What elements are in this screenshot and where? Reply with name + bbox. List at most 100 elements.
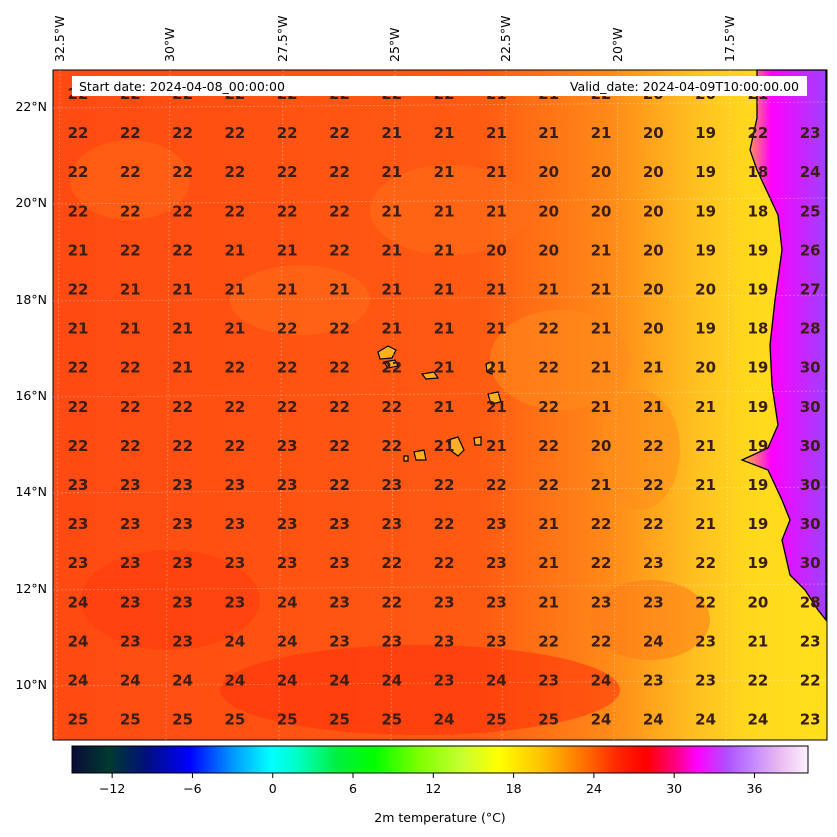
station-value: 21 bbox=[120, 281, 141, 299]
station-value: 19 bbox=[695, 163, 716, 181]
station-value: 21 bbox=[381, 163, 402, 181]
station-value: 22 bbox=[695, 554, 716, 572]
station-value: 21 bbox=[434, 124, 455, 142]
station-value: 28 bbox=[800, 593, 821, 611]
station-value: 21 bbox=[486, 281, 507, 299]
station-value: 22 bbox=[329, 241, 350, 259]
station-value: 22 bbox=[747, 672, 768, 690]
station-value: 22 bbox=[538, 320, 559, 338]
station-value: 30 bbox=[800, 515, 821, 533]
station-value: 22 bbox=[120, 437, 141, 455]
station-value: 23 bbox=[381, 476, 402, 494]
station-value: 23 bbox=[120, 632, 141, 650]
station-value: 24 bbox=[747, 711, 768, 729]
longitude-label: 27.5°W bbox=[275, 16, 290, 62]
station-value: 30 bbox=[800, 359, 821, 377]
station-value: 21 bbox=[172, 359, 193, 377]
station-value: 20 bbox=[643, 241, 664, 259]
station-value: 23 bbox=[68, 515, 89, 533]
station-value: 21 bbox=[695, 476, 716, 494]
station-value: 23 bbox=[120, 515, 141, 533]
longitude-label: 25°W bbox=[387, 27, 402, 62]
station-value: 24 bbox=[434, 711, 455, 729]
station-value: 23 bbox=[120, 554, 141, 572]
station-value: 19 bbox=[747, 398, 768, 416]
station-value: 21 bbox=[172, 320, 193, 338]
station-value: 24 bbox=[591, 711, 612, 729]
colorbar bbox=[71, 745, 809, 774]
station-value: 23 bbox=[329, 632, 350, 650]
longitude-label: 17.5°W bbox=[722, 16, 737, 62]
station-value: 23 bbox=[434, 632, 455, 650]
station-value: 25 bbox=[68, 711, 89, 729]
station-value: 21 bbox=[591, 281, 612, 299]
station-value: 24 bbox=[329, 672, 350, 690]
station-value: 18 bbox=[747, 202, 768, 220]
station-value: 22 bbox=[486, 476, 507, 494]
station-value: 24 bbox=[643, 632, 664, 650]
cape-verde-islands bbox=[377, 345, 502, 462]
colorbar-ticks: −12 −6 0 6 12 18 24 30 36 bbox=[99, 773, 762, 796]
station-value: 23 bbox=[486, 515, 507, 533]
station-value: 23 bbox=[538, 672, 559, 690]
station-value: 23 bbox=[381, 632, 402, 650]
station-value: 23 bbox=[486, 593, 507, 611]
station-value: 21 bbox=[381, 124, 402, 142]
station-value: 22 bbox=[172, 163, 193, 181]
colorbar-label: 2m temperature (°C) bbox=[374, 810, 505, 825]
station-value: 25 bbox=[329, 711, 350, 729]
station-values: 22 22 22 22 22 22 22 22 21 21 22 20 20 21 22 22 22 22 22 22… bbox=[68, 85, 821, 729]
station-value: 24 bbox=[695, 711, 716, 729]
station-value: 23 bbox=[224, 476, 245, 494]
station-value: 25 bbox=[224, 711, 245, 729]
station-value: 24 bbox=[68, 593, 89, 611]
station-value: 22 bbox=[329, 359, 350, 377]
station-value: 24 bbox=[643, 711, 664, 729]
station-value: 22 bbox=[224, 437, 245, 455]
station-value: 23 bbox=[172, 632, 193, 650]
station-value: 22 bbox=[591, 554, 612, 572]
station-value: 19 bbox=[747, 281, 768, 299]
station-value: 23 bbox=[329, 515, 350, 533]
station-value: 30 bbox=[800, 554, 821, 572]
station-value: 23 bbox=[172, 593, 193, 611]
station-value: 22 bbox=[277, 124, 298, 142]
station-value: 22 bbox=[381, 359, 402, 377]
latitude-label: 16°N bbox=[15, 388, 47, 403]
station-value: 22 bbox=[538, 398, 559, 416]
station-value: 21 bbox=[68, 320, 89, 338]
station-value: 20 bbox=[695, 281, 716, 299]
station-value: 22 bbox=[68, 398, 89, 416]
station-value: 23 bbox=[643, 593, 664, 611]
station-value: 20 bbox=[591, 202, 612, 220]
station-value: 24 bbox=[120, 672, 141, 690]
station-value: 23 bbox=[486, 554, 507, 572]
station-value: 25 bbox=[538, 711, 559, 729]
station-value: 22 bbox=[277, 359, 298, 377]
latitude-label: 18°N bbox=[15, 292, 47, 307]
station-value: 21 bbox=[538, 124, 559, 142]
station-value: 23 bbox=[224, 554, 245, 572]
station-value: 22 bbox=[68, 437, 89, 455]
colorbar-tick-label: 12 bbox=[425, 781, 441, 796]
colorbar-tick-label: 24 bbox=[586, 781, 602, 796]
station-value: 20 bbox=[591, 437, 612, 455]
station-value: 25 bbox=[120, 711, 141, 729]
longitude-label: 30°W bbox=[162, 27, 177, 62]
station-value: 23 bbox=[277, 515, 298, 533]
latitude-label: 20°N bbox=[15, 195, 47, 210]
station-value: 22 bbox=[120, 359, 141, 377]
station-value: 21 bbox=[486, 124, 507, 142]
station-value: 21 bbox=[591, 241, 612, 259]
station-value: 19 bbox=[695, 202, 716, 220]
station-value: 23 bbox=[486, 632, 507, 650]
station-value: 22 bbox=[68, 202, 89, 220]
station-value: 22 bbox=[434, 515, 455, 533]
station-value: 21 bbox=[172, 281, 193, 299]
station-value: 22 bbox=[224, 359, 245, 377]
station-value: 22 bbox=[68, 359, 89, 377]
station-value: 22 bbox=[434, 476, 455, 494]
station-value: 23 bbox=[695, 672, 716, 690]
station-value: 23 bbox=[120, 593, 141, 611]
